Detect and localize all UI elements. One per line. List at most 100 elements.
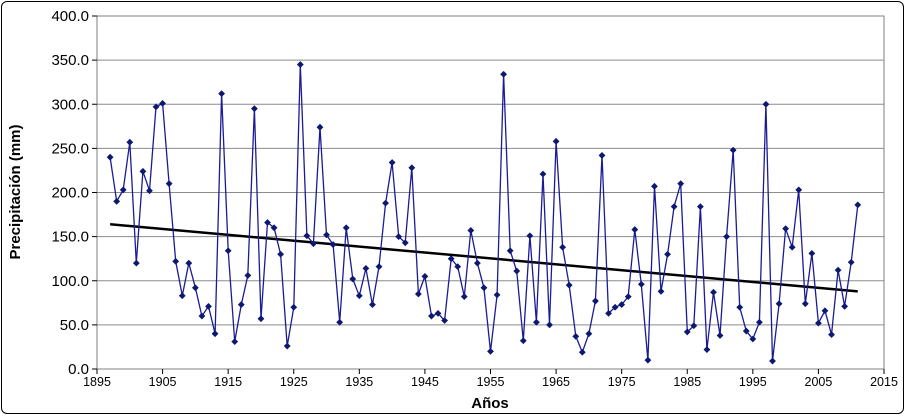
- data-point: [251, 105, 258, 113]
- data-point: [815, 319, 822, 327]
- x-axis-ticks: 1895 1905 1915 1925 1935 1945 1955 1965 1975 1985…: [83, 369, 898, 389]
- y-tick-label: 50.0: [60, 317, 89, 334]
- data-point: [290, 303, 298, 311]
- data-point: [447, 255, 455, 263]
- data-point: [205, 302, 212, 310]
- data-point: [296, 61, 304, 68]
- data-point: [441, 317, 448, 324]
- data-point: [303, 232, 311, 240]
- series-line: [109, 64, 859, 362]
- data-point: [264, 219, 271, 226]
- data-point: [493, 291, 501, 299]
- data-point: [132, 259, 140, 267]
- x-tick-label: 1955: [477, 375, 505, 389]
- y-tick-label: 100.0: [51, 273, 89, 290]
- data-point: [460, 293, 468, 301]
- data-point: [854, 201, 862, 209]
- data-point: [762, 100, 770, 108]
- y-tick-label: 0.0: [68, 361, 89, 378]
- data-point: [539, 170, 547, 178]
- data-point: [473, 259, 481, 267]
- data-point: [323, 231, 330, 239]
- data-point: [244, 272, 252, 279]
- data-point: [191, 284, 199, 292]
- data-point: [480, 284, 488, 292]
- data-point: [677, 180, 685, 188]
- y-axis-ticks: 0.0 50.0 100.0 150.0 200.0 250.0 300.0 350.0 400…: [51, 8, 97, 378]
- data-point: [434, 310, 442, 317]
- data-point: [821, 307, 829, 315]
- data-point: [565, 281, 573, 289]
- data-point: [723, 233, 730, 241]
- data-point: [257, 315, 265, 323]
- data-point: [362, 264, 370, 272]
- data-point: [106, 153, 114, 161]
- data-point: [683, 328, 691, 336]
- data-point: [506, 247, 514, 255]
- data-point: [336, 318, 344, 326]
- data-point: [769, 357, 776, 365]
- data-point: [670, 203, 678, 211]
- data-point: [224, 247, 232, 255]
- data-point: [277, 250, 285, 258]
- data-point: [716, 332, 724, 339]
- data-point: [126, 138, 134, 146]
- x-tick-label: 1895: [83, 375, 111, 389]
- y-tick-label: 200.0: [51, 185, 89, 202]
- data-point: [310, 240, 317, 248]
- data-point: [592, 297, 599, 305]
- x-axis-label: Años: [471, 395, 509, 412]
- y-tick-label: 250.0: [51, 140, 89, 157]
- data-point: [185, 259, 193, 267]
- data-point: [736, 303, 744, 311]
- x-tick-label: 1985: [673, 375, 701, 389]
- y-tick-label: 150.0: [51, 229, 89, 246]
- data-point: [598, 152, 606, 159]
- x-tick-label: 1905: [149, 375, 177, 389]
- data-point: [355, 292, 363, 300]
- data-point: [611, 303, 619, 311]
- y-tick-label: 400.0: [51, 8, 89, 25]
- data-point: [546, 321, 553, 329]
- data-point: [755, 318, 763, 326]
- data-point: [841, 302, 849, 310]
- data-point: [388, 159, 396, 166]
- data-point: [146, 187, 153, 195]
- data-point: [657, 287, 665, 295]
- data-point: [696, 203, 704, 211]
- data-markers: [106, 61, 862, 365]
- data-point: [729, 146, 737, 154]
- data-point: [749, 335, 757, 343]
- x-tick-label: 1935: [345, 375, 373, 389]
- data-point: [237, 301, 245, 308]
- grid-lines: [97, 15, 884, 326]
- data-point: [788, 243, 796, 251]
- data-point: [618, 301, 626, 308]
- data-point: [834, 266, 842, 274]
- data-point: [572, 332, 580, 340]
- data-point: [500, 70, 508, 78]
- data-point: [329, 241, 337, 248]
- data-point: [782, 225, 790, 233]
- data-point: [631, 226, 639, 233]
- x-tick-label: 2015: [870, 375, 898, 389]
- data-point: [585, 330, 593, 338]
- data-point: [742, 327, 750, 335]
- data-point: [533, 318, 540, 326]
- data-point: [487, 347, 494, 355]
- data-point: [703, 346, 711, 353]
- data-point: [428, 312, 435, 320]
- data-point: [408, 164, 416, 172]
- data-point: [828, 331, 835, 338]
- x-tick-label: 1915: [214, 375, 242, 389]
- data-point: [710, 288, 717, 296]
- data-point: [231, 338, 239, 346]
- data-point: [401, 239, 409, 247]
- x-tick-label: 1945: [411, 375, 439, 389]
- data-point: [690, 322, 698, 330]
- data-point: [624, 293, 632, 301]
- y-tick-label: 300.0: [51, 96, 89, 113]
- x-tick-label: 1925: [280, 375, 308, 389]
- data-point: [808, 249, 816, 257]
- x-tick-label: 1965: [542, 375, 570, 389]
